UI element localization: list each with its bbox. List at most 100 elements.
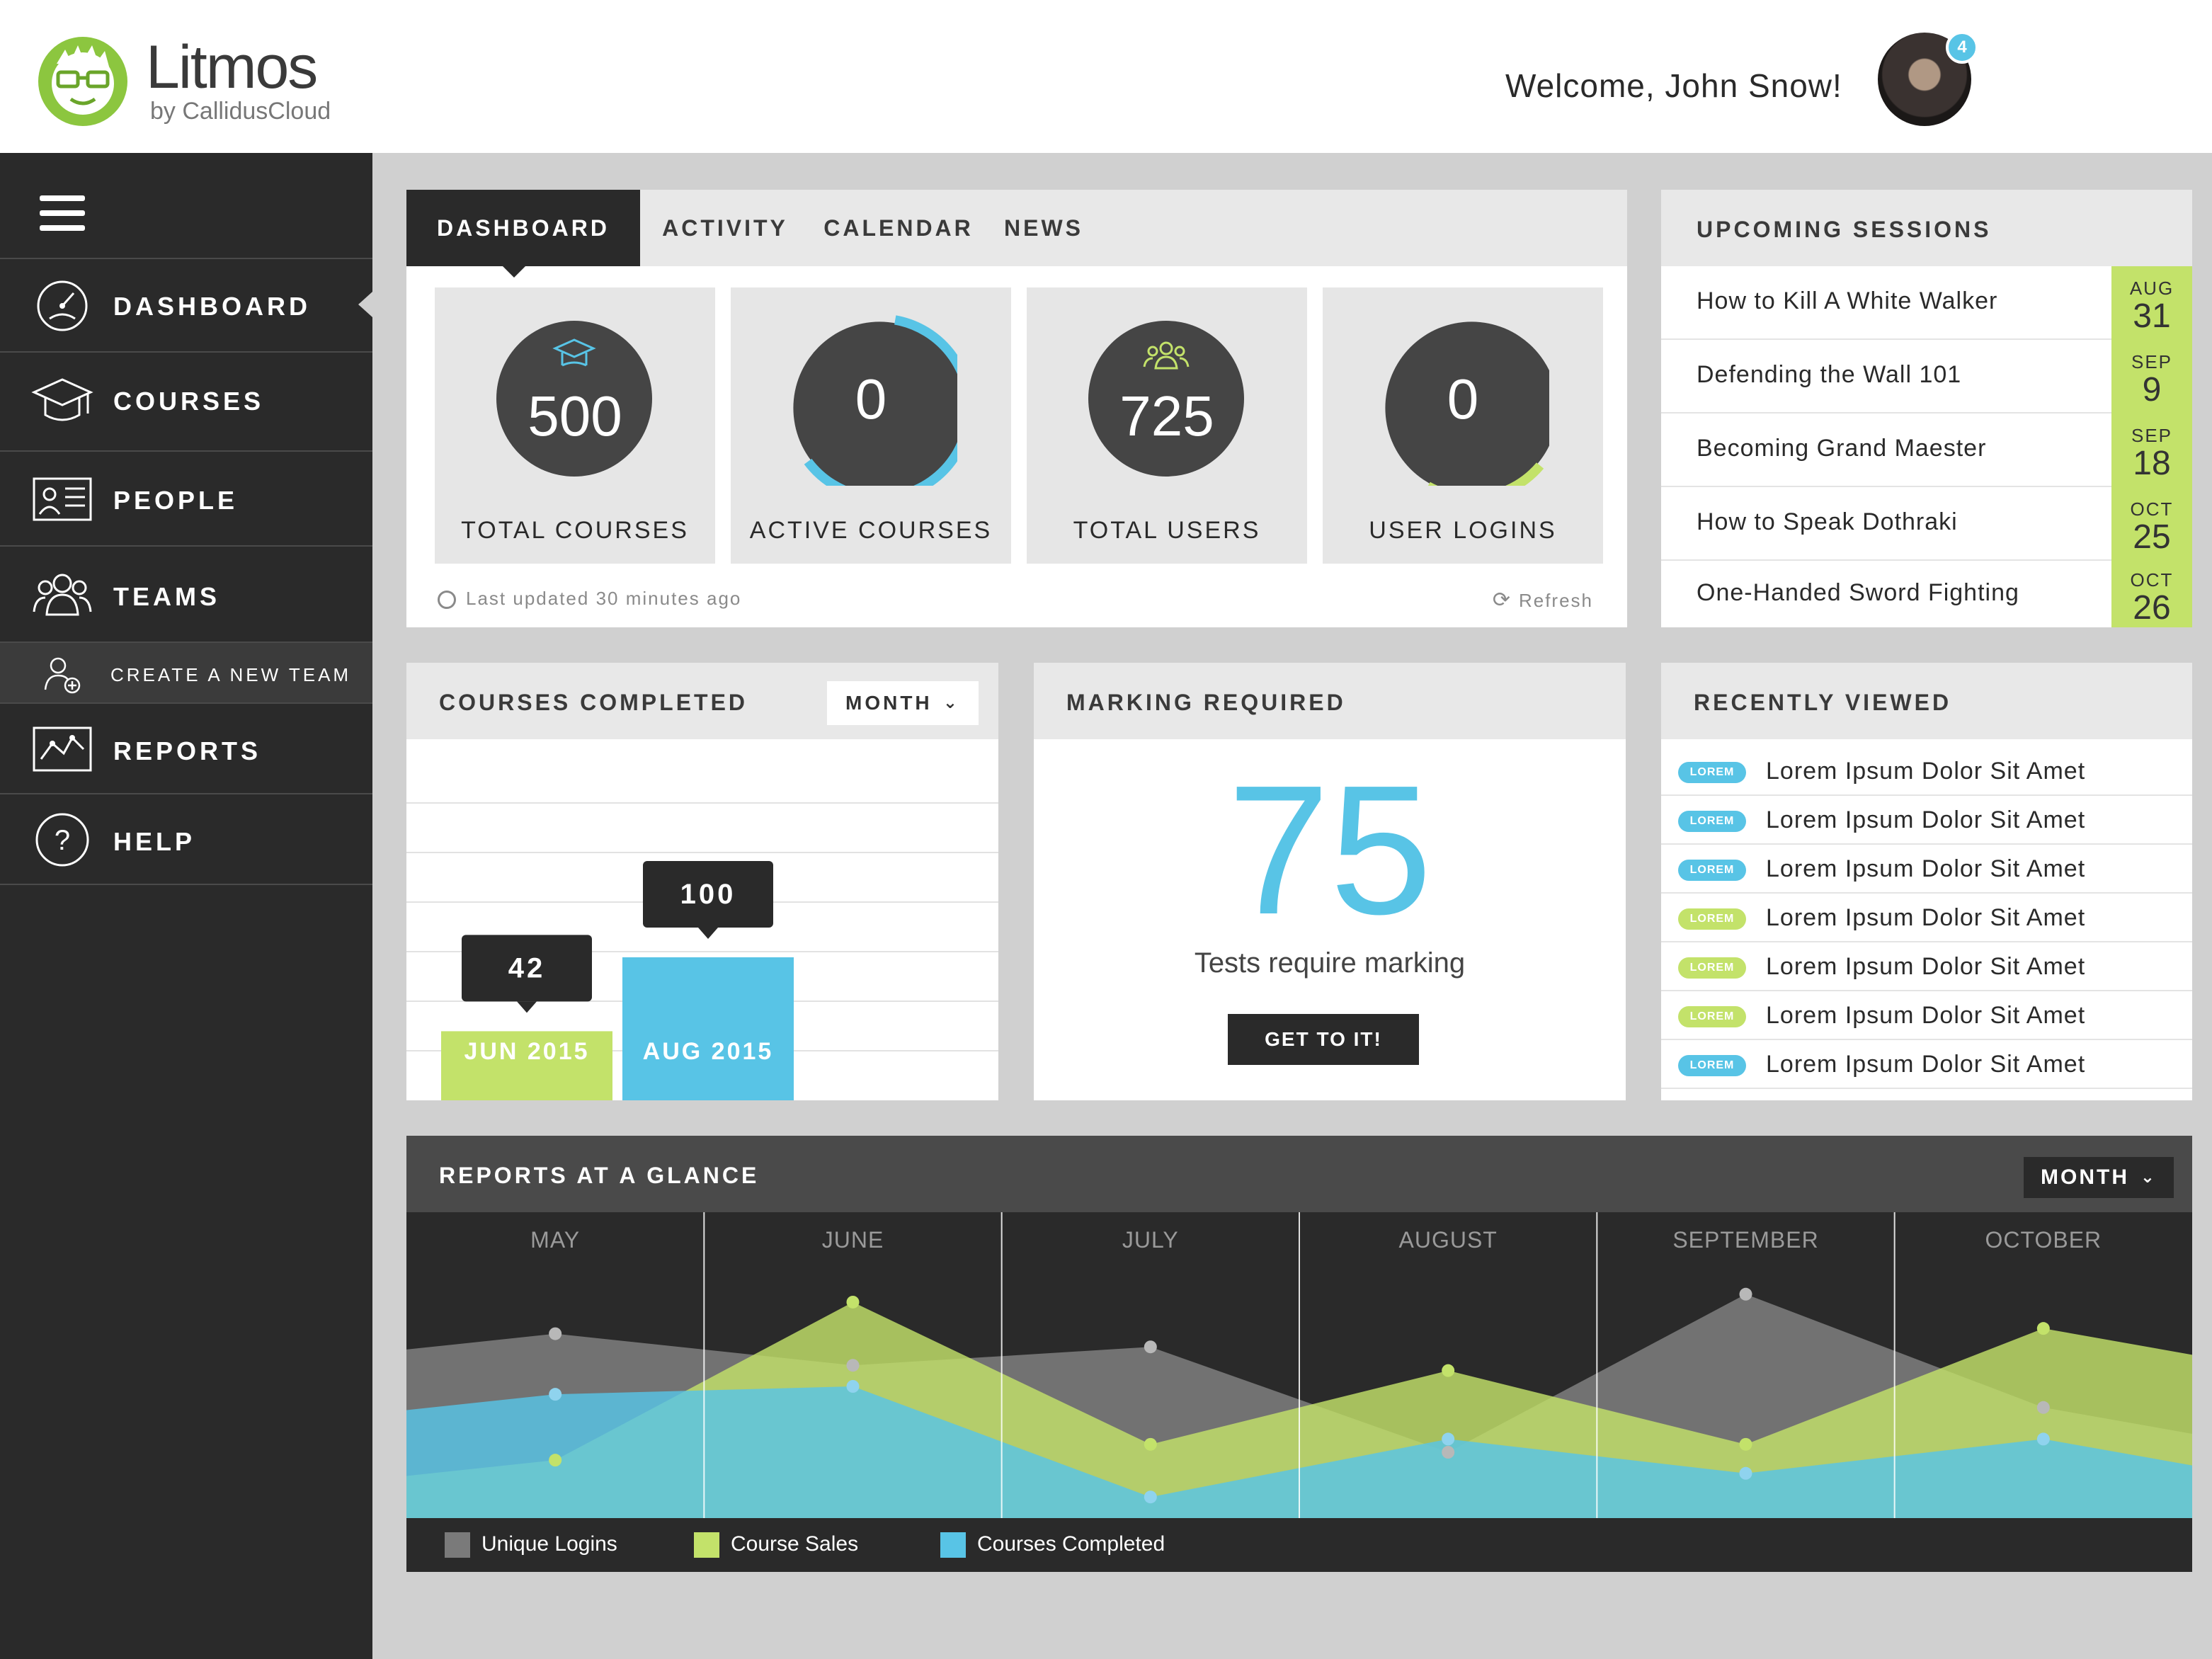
recent-item-text: Lorem Ipsum Dolor Sit Amet	[1766, 855, 2086, 882]
legend-swatch	[694, 1532, 719, 1558]
sidebar-item-label: COURSES	[113, 387, 265, 416]
session-row[interactable]: How to Kill A White Walker AUG 31	[1661, 266, 2192, 340]
stat-user-logins: 0 USER LOGINS	[1323, 287, 1603, 564]
stat-total-users: 725 TOTAL USERS	[1027, 287, 1307, 564]
session-row[interactable]: Becoming Grand Maester SEP 18	[1661, 414, 2192, 487]
session-row[interactable]: Defending the Wall 101 SEP 9	[1661, 340, 2192, 414]
tab-pointer	[503, 266, 525, 278]
svg-text:?: ?	[55, 825, 70, 856]
tab-news[interactable]: NEWS	[1004, 215, 1083, 241]
session-date: SEP 9	[2111, 340, 2192, 414]
bar-category-label: AUG 2015	[643, 1038, 774, 1065]
last-updated-text: Last updated 30 minutes ago	[466, 588, 742, 609]
bar-value-tooltip	[643, 861, 773, 928]
stat-value: 725	[1119, 384, 1214, 447]
sidebar-item-reports[interactable]: REPORTS	[0, 702, 372, 793]
stat-caption: TOTAL COURSES	[461, 517, 689, 544]
recent-item-tag: LOREM	[1678, 908, 1746, 930]
data-point[interactable]	[1739, 1287, 1752, 1301]
recent-item[interactable]: LOREM Lorem Ipsum Dolor Sit Amet	[1661, 1041, 2192, 1089]
marking-required-card: MARKING REQUIRED 75 Tests require markin…	[1034, 663, 1626, 1100]
sidebar-item-create-team[interactable]: CREATE A NEW TEAM	[0, 642, 372, 702]
recent-item-text: Lorem Ipsum Dolor Sit Amet	[1766, 758, 2086, 785]
legend-course-sales: Course Sales	[694, 1532, 858, 1558]
recent-item[interactable]: LOREM Lorem Ipsum Dolor Sit Amet	[1661, 748, 2192, 796]
stat-total-courses: 500 TOTAL COURSES	[435, 287, 715, 564]
data-point[interactable]	[846, 1295, 860, 1309]
refresh-button[interactable]: ⟳ Refresh	[1493, 588, 1593, 612]
legend-label: Unique Logins	[481, 1532, 617, 1556]
data-point[interactable]	[1144, 1490, 1157, 1504]
notification-badge[interactable]: 4	[1946, 31, 1978, 64]
card-title: MARKING REQUIRED	[1066, 690, 1346, 715]
area-series	[406, 1386, 2192, 1518]
reports-period-select[interactable]: MONTH ⌄	[2024, 1157, 2174, 1198]
session-title: Becoming Grand Maester	[1697, 435, 1987, 462]
data-point[interactable]	[549, 1327, 562, 1340]
session-row[interactable]: One-Handed Sword Fighting OCT 26	[1661, 561, 2192, 627]
session-row[interactable]: How to Speak Dothraki OCT 25	[1661, 487, 2192, 561]
recent-item-tag: LOREM	[1678, 1055, 1746, 1076]
session-date: OCT 25	[2111, 487, 2192, 561]
recent-item[interactable]: LOREM Lorem Ipsum Dolor Sit Amet	[1661, 894, 2192, 942]
recently-viewed-card: RECENTLY VIEWED LOREM Lorem Ipsum Dolor S…	[1661, 663, 2192, 1100]
refresh-icon: ⟳	[1492, 588, 1512, 612]
card-title: REPORTS AT A GLANCE	[439, 1163, 760, 1188]
tab-dashboard[interactable]: DASHBOARD	[406, 190, 640, 266]
tab-bar: DASHBOARD ACTIVITY CALENDAR NEWS	[406, 190, 1627, 266]
legend-swatch	[445, 1532, 470, 1558]
data-point[interactable]	[2036, 1432, 2050, 1446]
data-point[interactable]	[2036, 1322, 2050, 1335]
data-point[interactable]	[1739, 1466, 1752, 1480]
data-point[interactable]	[1144, 1437, 1157, 1451]
session-title: Defending the Wall 101	[1697, 361, 1962, 388]
data-point[interactable]	[846, 1359, 860, 1372]
sidebar-item-teams[interactable]: TEAMS	[0, 545, 372, 642]
recent-item[interactable]: LOREM Lorem Ipsum Dolor Sit Amet	[1661, 943, 2192, 991]
graduation-cap-icon	[31, 378, 93, 421]
recent-item-tag: LOREM	[1678, 762, 1746, 783]
get-to-it-button[interactable]: GET TO IT!	[1228, 1014, 1419, 1065]
month-label: SEPTEMBER	[1672, 1227, 1818, 1253]
recent-item-tag: LOREM	[1678, 1006, 1746, 1027]
recent-item-tag: LOREM	[1678, 957, 1746, 979]
recent-item[interactable]: LOREM Lorem Ipsum Dolor Sit Amet	[1661, 797, 2192, 845]
recent-item-tag: LOREM	[1678, 860, 1746, 881]
reports-area-chart: MAY JUNE JULY AUGUST SEPTEMBER OCTOBER	[406, 1212, 2192, 1518]
tab-calendar[interactable]: CALENDAR	[823, 215, 974, 241]
welcome-message: Welcome, John Snow!	[1505, 67, 1842, 104]
litmos-logo-icon[interactable]	[37, 35, 129, 127]
recent-item-text: Lorem Ipsum Dolor Sit Amet	[1766, 904, 2086, 931]
recent-item[interactable]: LOREM Lorem Ipsum Dolor Sit Amet	[1661, 845, 2192, 894]
recent-item[interactable]: LOREM Lorem Ipsum Dolor Sit Amet	[1661, 992, 2192, 1040]
recent-item-text: Lorem Ipsum Dolor Sit Amet	[1766, 806, 2086, 833]
sidebar-item-people[interactable]: PEOPLE	[0, 450, 372, 545]
data-point[interactable]	[549, 1388, 562, 1401]
session-month: AUG	[2129, 278, 2174, 299]
session-date: AUG 31	[2111, 266, 2192, 340]
card-title: RECENTLY VIEWED	[1694, 690, 1952, 715]
period-select[interactable]: MONTH ⌄	[827, 681, 979, 725]
legend-label: Course Sales	[731, 1532, 859, 1556]
chevron-down-icon: ⌄	[2140, 1168, 2157, 1187]
recent-item-text: Lorem Ipsum Dolor Sit Amet	[1766, 953, 2086, 980]
bar	[441, 1031, 612, 1100]
data-point[interactable]	[1442, 1364, 1455, 1377]
card-title: UPCOMING SESSIONS	[1697, 217, 1992, 242]
menu-icon[interactable]	[40, 195, 85, 231]
data-point[interactable]	[1442, 1446, 1455, 1459]
data-point[interactable]	[1739, 1437, 1752, 1451]
sidebar-item-dashboard[interactable]: DASHBOARD	[0, 258, 372, 351]
sidebar-item-courses[interactable]: COURSES	[0, 351, 372, 450]
add-user-icon	[44, 657, 81, 694]
data-point[interactable]	[549, 1454, 562, 1467]
data-point[interactable]	[2036, 1401, 2050, 1414]
clock-icon	[438, 591, 456, 610]
data-point[interactable]	[1442, 1432, 1455, 1446]
tab-activity[interactable]: ACTIVITY	[662, 215, 788, 241]
data-point[interactable]	[846, 1380, 860, 1393]
sidebar-item-help[interactable]: ? HELP	[0, 793, 372, 885]
data-point[interactable]	[1144, 1340, 1157, 1354]
tooltip-pointer	[698, 928, 718, 939]
month-label: AUGUST	[1398, 1227, 1497, 1253]
